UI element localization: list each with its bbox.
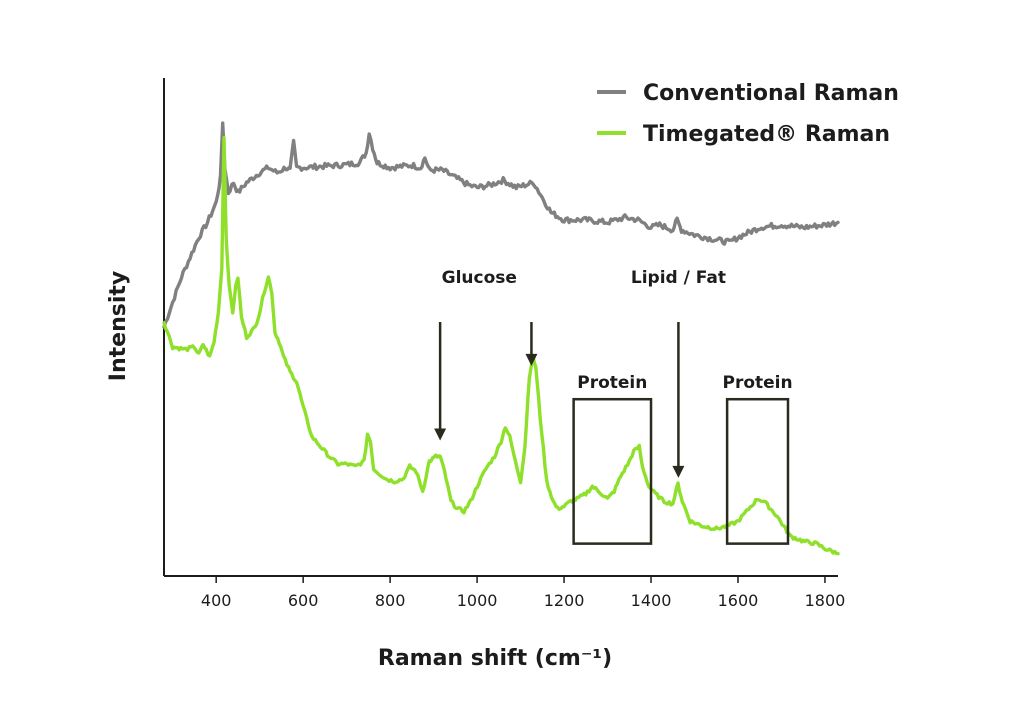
- series-line-timegated: [162, 136, 840, 556]
- annotation-arrow-head: [672, 465, 685, 478]
- annotation-arrow-head: [525, 353, 538, 366]
- series-line-conventional: [162, 121, 840, 329]
- x-tick-label: 1800: [805, 591, 846, 610]
- legend-label-conventional: Conventional Raman: [643, 81, 899, 106]
- series-layer: [162, 121, 840, 556]
- annotation-label-glucose: Glucose: [442, 268, 517, 288]
- x-tick-label: 1200: [544, 591, 585, 610]
- legend-label-timegated: Timegated® Raman: [643, 122, 890, 147]
- legend: Conventional Raman Timegated® Raman: [597, 81, 899, 147]
- x-tick-label: 400: [201, 591, 232, 610]
- x-tick-label: 600: [288, 591, 319, 610]
- region-box-protein: [725, 397, 790, 545]
- axes: [163, 78, 838, 577]
- legend-item-conventional: Conventional Raman: [597, 81, 899, 106]
- annotation-label-lipid-fat: Lipid / Fat: [631, 268, 726, 288]
- annotation-label-protein: Protein: [577, 373, 647, 393]
- x-tick-label: 1000: [457, 591, 498, 610]
- x-ticks: 400 600 800 1000 1200 1400 1600 1800: [201, 576, 845, 610]
- annotation-arrow-head: [434, 428, 447, 441]
- legend-item-timegated: Timegated® Raman: [597, 122, 890, 147]
- x-tick-label: 1600: [718, 591, 759, 610]
- region-box-protein: [572, 397, 653, 545]
- x-axis-title: Raman shift (cm⁻¹): [378, 646, 612, 671]
- y-axis-title: Intensity: [106, 271, 131, 381]
- x-tick-label: 800: [375, 591, 406, 610]
- x-tick-label: 1400: [631, 591, 672, 610]
- annotations: Glucose Lipid / Fat Protein Protein: [434, 268, 793, 545]
- annotation-label-protein: Protein: [723, 373, 793, 393]
